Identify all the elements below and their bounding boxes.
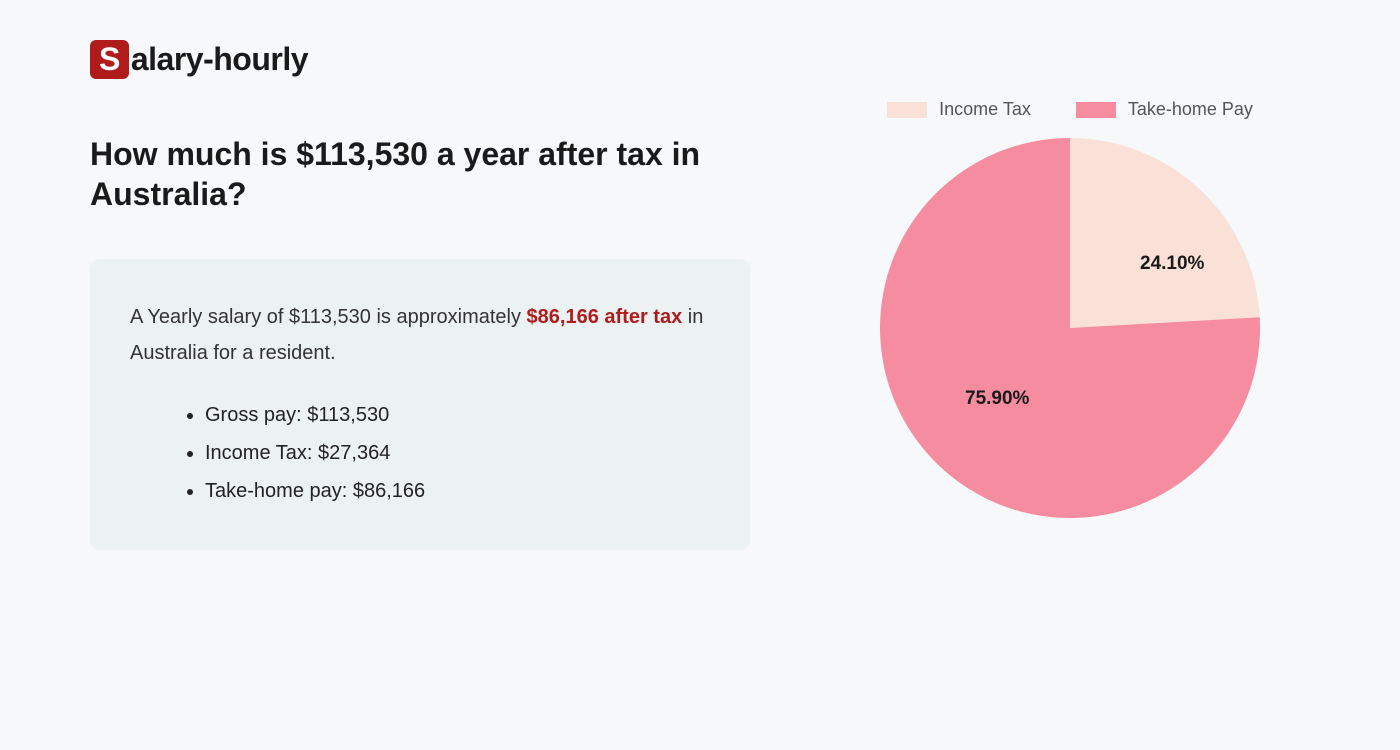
logo-text: alary-hourly xyxy=(131,41,308,78)
summary-box: A Yearly salary of $113,530 is approxima… xyxy=(90,259,750,550)
bullet-income-tax: Income Tax: $27,364 xyxy=(205,434,710,472)
page-heading: How much is $113,530 a year after tax in… xyxy=(90,134,750,214)
legend-label-income-tax: Income Tax xyxy=(939,99,1031,120)
pie-svg xyxy=(880,138,1260,518)
logo-badge: S xyxy=(90,40,129,79)
site-logo: Salary-hourly xyxy=(90,40,1310,79)
pie-chart: 24.10% 75.90% xyxy=(880,138,1260,518)
pie-label-take-home: 75.90% xyxy=(965,388,1029,410)
summary-prefix: A Yearly salary of $113,530 is approxima… xyxy=(130,306,527,328)
legend-swatch-take-home xyxy=(1076,102,1116,118)
legend-label-take-home: Take-home Pay xyxy=(1128,99,1253,120)
legend-item-income-tax: Income Tax xyxy=(887,99,1031,120)
legend-item-take-home: Take-home Pay xyxy=(1076,99,1253,120)
summary-highlight: $86,166 after tax xyxy=(527,306,683,328)
bullet-gross-pay: Gross pay: $113,530 xyxy=(205,396,710,434)
pie-label-income-tax: 24.10% xyxy=(1140,253,1204,275)
summary-bullets: Gross pay: $113,530 Income Tax: $27,364 … xyxy=(130,396,710,510)
legend-swatch-income-tax xyxy=(887,102,927,118)
summary-text: A Yearly salary of $113,530 is approxima… xyxy=(130,299,710,371)
bullet-take-home: Take-home pay: $86,166 xyxy=(205,472,710,510)
chart-legend: Income Tax Take-home Pay xyxy=(887,99,1253,120)
